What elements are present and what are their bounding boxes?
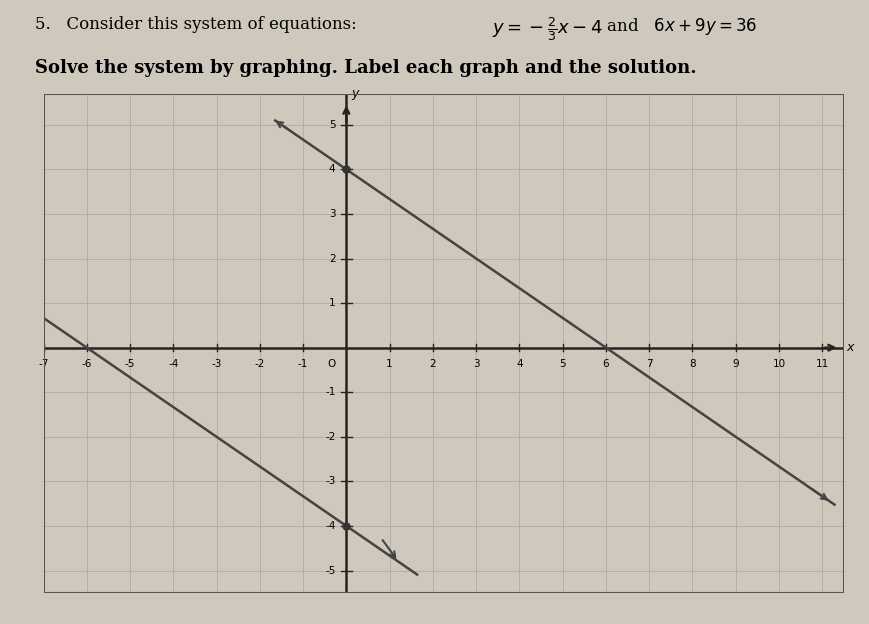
Text: -4: -4 [168,359,178,369]
Text: -1: -1 [297,359,308,369]
Text: -7: -7 [38,359,49,369]
Text: 5.   Consider this system of equations:: 5. Consider this system of equations: [35,16,367,32]
Text: -2: -2 [325,432,335,442]
Text: -4: -4 [325,521,335,531]
Text: -5: -5 [325,565,335,575]
Text: 7: 7 [645,359,652,369]
Text: 2: 2 [429,359,435,369]
Text: -3: -3 [325,476,335,486]
Text: and   $6x + 9y = 36$: and $6x + 9y = 36$ [595,16,756,37]
Text: x: x [845,341,852,354]
Text: 10: 10 [772,359,785,369]
Text: 5: 5 [328,120,335,130]
Text: 5: 5 [559,359,566,369]
Text: 4: 4 [515,359,522,369]
Text: -1: -1 [325,388,335,397]
Text: 9: 9 [732,359,738,369]
Text: y: y [351,87,358,100]
Text: 3: 3 [328,209,335,219]
Text: 3: 3 [472,359,479,369]
Text: 8: 8 [688,359,695,369]
Text: -6: -6 [82,359,92,369]
Text: -3: -3 [211,359,222,369]
Text: 11: 11 [815,359,828,369]
Text: 4: 4 [328,164,335,174]
Text: 1: 1 [386,359,393,369]
Text: -5: -5 [124,359,135,369]
Text: Solve the system by graphing. Label each graph and the solution.: Solve the system by graphing. Label each… [35,59,695,77]
Text: 2: 2 [328,253,335,263]
Text: 6: 6 [602,359,608,369]
Text: O: O [327,359,335,369]
Text: $y = -\frac{2}{3}x - 4$: $y = -\frac{2}{3}x - 4$ [491,16,601,44]
Text: -2: -2 [255,359,265,369]
Text: 1: 1 [328,298,335,308]
